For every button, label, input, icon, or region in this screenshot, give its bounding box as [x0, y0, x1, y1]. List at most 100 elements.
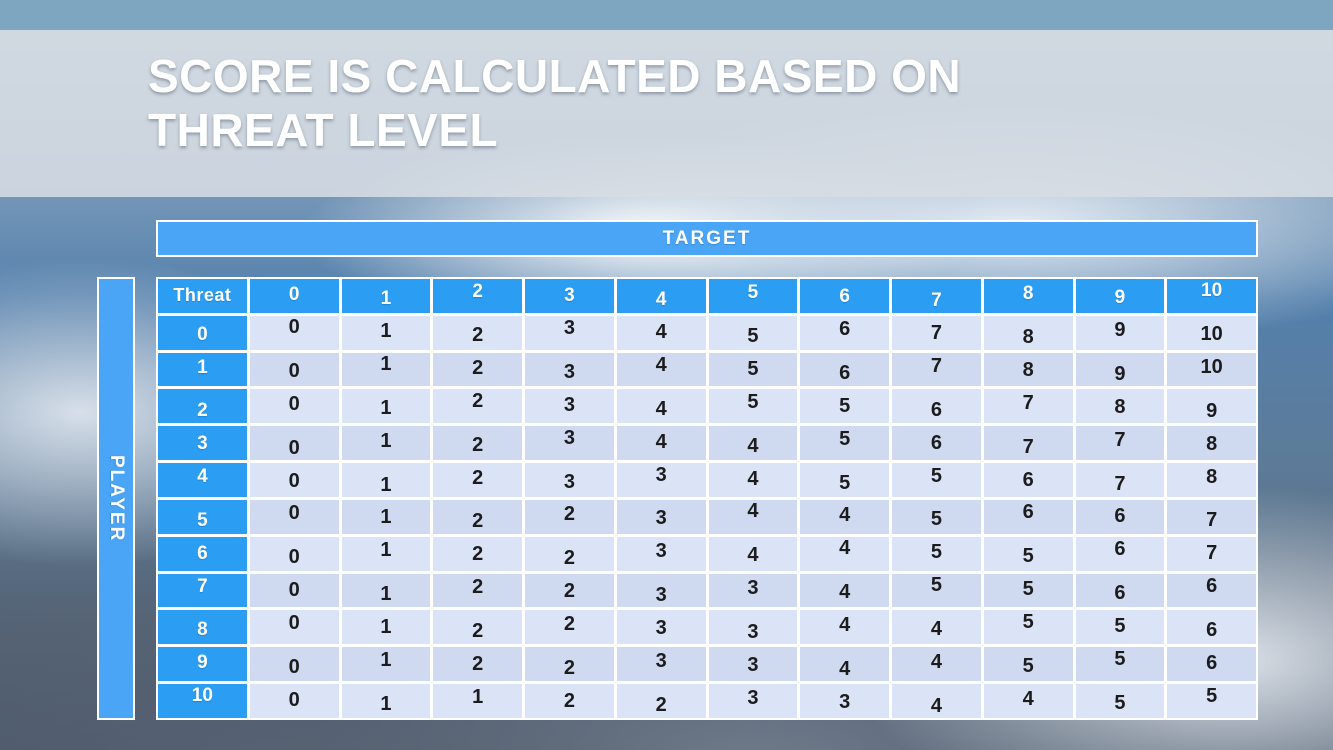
score-cell: 6 — [892, 426, 981, 461]
score-cell: 4 — [800, 647, 889, 682]
score-cell: 5 — [800, 463, 889, 497]
score-cell: 5 — [892, 536, 981, 571]
target-axis-label: TARGET — [662, 227, 752, 249]
score-cell: 1 — [341, 536, 431, 571]
score-cell: 2 — [525, 610, 614, 645]
score-cell: 5 — [708, 315, 798, 350]
score-cell: 1 — [341, 684, 431, 718]
score-cell: 6 — [800, 315, 889, 350]
score-cell: 5 — [983, 647, 1073, 682]
score-cell: 0 — [249, 536, 339, 571]
score-cell: 5 — [1075, 684, 1165, 718]
score-cell: 1 — [341, 610, 431, 645]
score-cell: 5 — [983, 610, 1073, 645]
score-cell: 3 — [525, 389, 614, 424]
score-cell: 4 — [892, 647, 981, 682]
score-cell: 5 — [1075, 647, 1165, 682]
score-cell: 2 — [525, 573, 614, 608]
row-header-cell: 8 — [158, 610, 247, 645]
score-cell: 3 — [800, 684, 889, 718]
score-cell: 0 — [249, 389, 339, 424]
score-cell: 3 — [708, 684, 798, 718]
row-header-cell: 0 — [158, 315, 247, 350]
score-cell: 6 — [892, 389, 981, 424]
title-band: SCORE IS CALCULATED BASED ON THREAT LEVE… — [0, 30, 1333, 197]
score-cell: 6 — [983, 463, 1073, 497]
score-cell: 3 — [616, 573, 706, 608]
score-cell: 4 — [800, 499, 889, 534]
score-cell: 3 — [708, 647, 798, 682]
score-cell: 8 — [1167, 463, 1256, 497]
score-cell: 1 — [341, 463, 431, 497]
column-header-cell: 4 — [616, 279, 706, 313]
column-header-cell: 3 — [525, 279, 614, 313]
score-cell: 1 — [341, 426, 431, 461]
score-cell: 2 — [525, 536, 614, 571]
slide-title: SCORE IS CALCULATED BASED ON THREAT LEVE… — [148, 50, 962, 156]
column-header-cell: 7 — [892, 279, 981, 313]
score-cell: 3 — [525, 352, 614, 387]
score-cell: 6 — [1075, 536, 1165, 571]
corner-header-cell: Threat — [158, 279, 247, 313]
score-cell: 5 — [708, 352, 798, 387]
score-cell: 2 — [433, 573, 522, 608]
score-cell: 4 — [708, 536, 798, 571]
row-header-cell: 2 — [158, 389, 247, 424]
score-cell: 5 — [1075, 610, 1165, 645]
score-cell: 7 — [983, 389, 1073, 424]
score-cell: 4 — [616, 352, 706, 387]
score-cell: 8 — [983, 352, 1073, 387]
column-header-cell: 1 — [341, 279, 431, 313]
score-cell: 2 — [433, 315, 522, 350]
score-cell: 0 — [249, 499, 339, 534]
score-cell: 2 — [433, 536, 522, 571]
score-cell: 5 — [800, 426, 889, 461]
score-cell: 0 — [249, 684, 339, 718]
score-cell: 7 — [1167, 499, 1256, 534]
score-cell: 3 — [616, 647, 706, 682]
score-cell: 2 — [525, 647, 614, 682]
row-header-cell: 7 — [158, 573, 247, 608]
score-cell: 2 — [433, 463, 522, 497]
score-cell: 3 — [616, 499, 706, 534]
score-cell: 8 — [1075, 389, 1165, 424]
row-header-cell: 9 — [158, 647, 247, 682]
score-cell: 4 — [616, 389, 706, 424]
score-cell: 4 — [800, 536, 889, 571]
top-accent-strip — [0, 0, 1333, 30]
score-cell: 6 — [1075, 573, 1165, 608]
score-cell: 7 — [1167, 536, 1256, 571]
score-cell: 3 — [616, 610, 706, 645]
score-cell: 0 — [249, 647, 339, 682]
score-cell: 2 — [433, 352, 522, 387]
score-cell: 9 — [1167, 389, 1256, 424]
score-cell: 7 — [892, 315, 981, 350]
score-cell: 6 — [800, 352, 889, 387]
score-cell: 0 — [249, 315, 339, 350]
score-cell: 0 — [249, 610, 339, 645]
column-header-cell: 0 — [249, 279, 339, 313]
score-cell: 8 — [1167, 426, 1256, 461]
target-axis-banner: TARGET — [156, 220, 1258, 257]
score-cell: 10 — [1167, 315, 1256, 350]
row-header-cell: 1 — [158, 352, 247, 387]
score-cell: 4 — [708, 426, 798, 461]
row-header-cell: 4 — [158, 463, 247, 497]
column-header-cell: 5 — [708, 279, 798, 313]
score-cell: 5 — [1167, 684, 1256, 718]
score-cell: 5 — [892, 463, 981, 497]
score-cell: 2 — [525, 684, 614, 718]
score-cell: 1 — [341, 315, 431, 350]
score-cell: 4 — [708, 499, 798, 534]
score-cell: 2 — [433, 499, 522, 534]
score-cell: 5 — [800, 389, 889, 424]
score-cell: 3 — [525, 463, 614, 497]
score-cell: 9 — [1075, 352, 1165, 387]
score-cell: 5 — [983, 536, 1073, 571]
score-cell: 1 — [341, 352, 431, 387]
score-cell: 1 — [341, 389, 431, 424]
score-cell: 4 — [616, 315, 706, 350]
score-cell: 4 — [616, 426, 706, 461]
score-cell: 10 — [1167, 352, 1256, 387]
